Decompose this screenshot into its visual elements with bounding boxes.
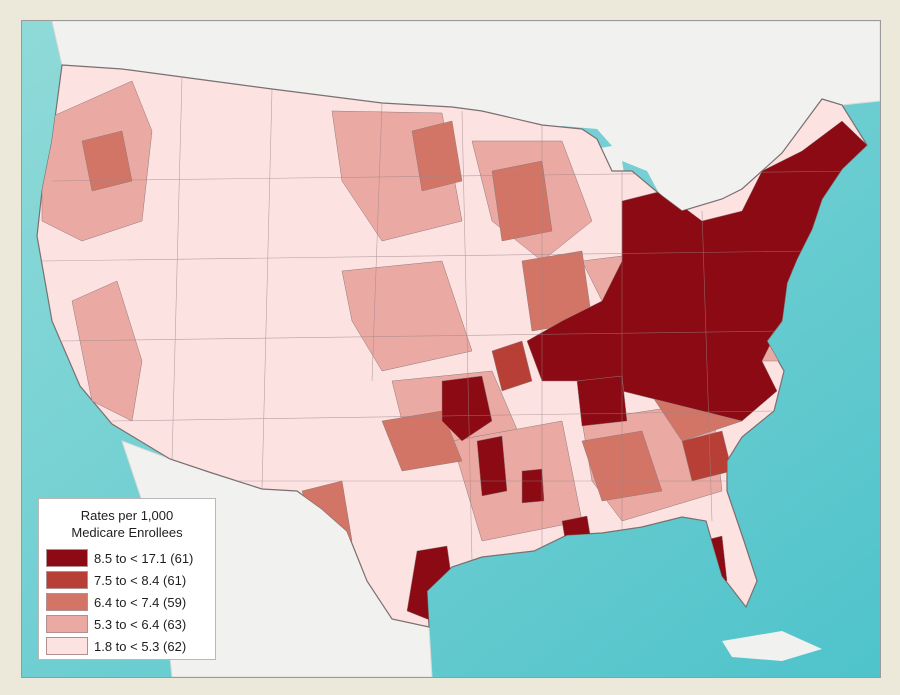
region-boundaries: [41, 76, 863, 562]
legend-swatch: [46, 571, 88, 589]
legend-item: 7.5 to < 8.4 (61): [39, 569, 215, 591]
cuba-island: [722, 631, 822, 661]
legend-items: 8.5 to < 17.1 (61) 7.5 to < 8.4 (61) 6.4…: [39, 547, 215, 657]
map-frame: Rates per 1,000 Medicare Enrollees 8.5 t…: [21, 20, 881, 678]
legend-swatch: [46, 615, 88, 633]
legend-swatch: [46, 637, 88, 655]
legend-item: 8.5 to < 17.1 (61): [39, 547, 215, 569]
legend-item: 6.4 to < 7.4 (59): [39, 591, 215, 613]
map-legend: Rates per 1,000 Medicare Enrollees 8.5 t…: [38, 498, 216, 660]
legend-title-line1: Rates per 1,000: [80, 508, 174, 523]
legend-item-label: 7.5 to < 8.4 (61): [94, 572, 187, 588]
legend-title-line2: Medicare Enrollees: [71, 525, 183, 540]
legend-item: 1.8 to < 5.3 (62): [39, 635, 215, 657]
legend-item-label: 1.8 to < 5.3 (62): [94, 638, 187, 654]
legend-item: 5.3 to < 6.4 (63): [39, 613, 215, 635]
legend-item-label: 5.3 to < 6.4 (63): [94, 616, 187, 632]
legend-item-label: 6.4 to < 7.4 (59): [94, 594, 187, 610]
legend-item-label: 8.5 to < 17.1 (61): [94, 550, 194, 566]
legend-swatch: [46, 593, 88, 611]
legend-swatch: [46, 549, 88, 567]
